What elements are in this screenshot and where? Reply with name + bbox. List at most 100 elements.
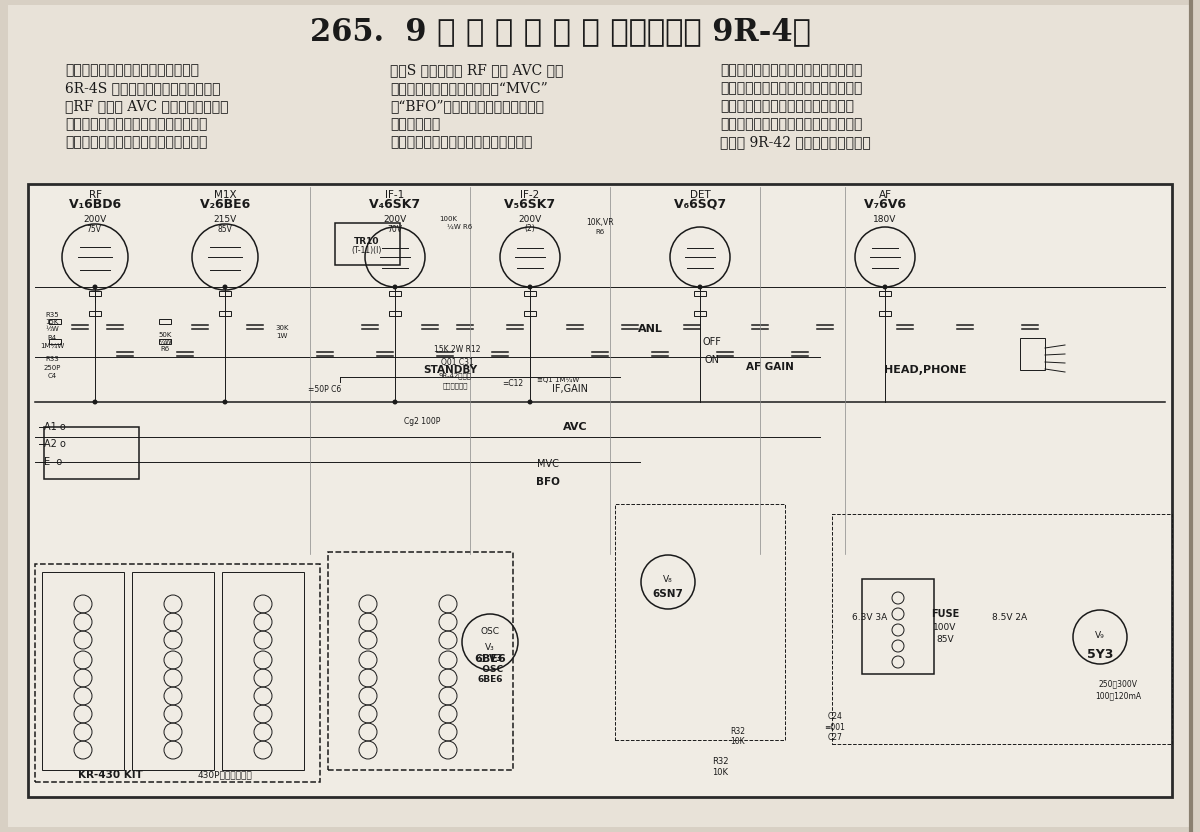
Text: アマチュア無線局用として，前記の: アマチュア無線局用として，前記の: [65, 63, 199, 77]
Text: M1X: M1X: [214, 190, 236, 200]
Text: 6BE6: 6BE6: [474, 654, 506, 664]
Text: る電流変化を読んでいるが，“MVC”: る電流変化を読んでいるが，“MVC”: [390, 81, 547, 95]
Bar: [524, 311, 536, 316]
Bar: [158, 319, 172, 324]
Text: STANDBY: STANDBY: [422, 365, 478, 375]
Text: 15K 2W R12: 15K 2W R12: [433, 344, 480, 354]
Text: V₆⁠6SQ7: V₆⁠6SQ7: [674, 197, 726, 210]
Text: KR-430 KIT: KR-430 KIT: [78, 770, 143, 780]
Text: 6R-4S より更に高級なものである．: 6R-4S より更に高級なものである．: [65, 81, 221, 95]
Text: 9R-42のとき: 9R-42のとき: [438, 373, 472, 379]
Text: AVC: AVC: [563, 422, 587, 432]
Text: C24
≡001
C27: C24 ≡001 C27: [824, 712, 846, 742]
Text: V₄⁠6SK7: V₄⁠6SK7: [370, 197, 420, 210]
Text: RF: RF: [89, 190, 102, 200]
Bar: [42, 572, 124, 770]
Text: 10K,VR: 10K,VR: [586, 217, 614, 226]
Text: と“BFO”のときは動作しないように: と“BFO”のときは動作しないように: [390, 99, 544, 113]
Bar: [132, 572, 214, 770]
Text: ド・リークは必らず直接アースし，カ: ド・リークは必らず直接アースし，カ: [720, 81, 863, 95]
Bar: [158, 339, 172, 344]
Text: 200V: 200V: [83, 215, 107, 224]
Text: V₂⁠6BE6: V₂⁠6BE6: [200, 197, 250, 210]
Text: 200V: 200V: [383, 215, 407, 224]
Circle shape: [462, 614, 518, 670]
Bar: [524, 291, 536, 296]
Text: ソードに接続しないよう注意する．: ソードに接続しないよう注意する．: [720, 99, 854, 113]
Text: RF 管への AVC のかけ方は並列き: RF 管への AVC のかけ方は並列き: [65, 99, 228, 113]
Text: R33: R33: [46, 356, 59, 362]
Text: 100～120mA: 100～120mA: [1094, 691, 1141, 701]
Bar: [694, 291, 706, 296]
Text: V₈: V₈: [664, 576, 673, 585]
Bar: [694, 311, 706, 316]
Text: 電式で，アース側よりき電する一般の: 電式で，アース側よりき電する一般の: [65, 117, 208, 131]
Circle shape: [365, 227, 425, 287]
Text: IF-1: IF-1: [385, 190, 404, 200]
Circle shape: [882, 285, 888, 290]
Text: BFO: BFO: [536, 477, 560, 487]
Text: A1 o: A1 o: [44, 422, 66, 432]
Text: V₉: V₉: [1096, 631, 1105, 640]
Text: (T-11)(I): (T-11)(I): [352, 246, 382, 255]
Text: =50P C6: =50P C6: [308, 385, 342, 394]
Text: OFF: OFF: [702, 337, 721, 347]
Circle shape: [697, 285, 702, 290]
Text: 85V: 85V: [936, 636, 954, 645]
Text: IF,GAIN: IF,GAIN: [552, 384, 588, 394]
Text: TR10: TR10: [354, 236, 379, 245]
Text: はアースする: はアースする: [443, 383, 468, 389]
Bar: [878, 311, 890, 316]
Bar: [335, 223, 400, 265]
Text: 用した 9R-42 も販売されている．: 用した 9R-42 も販売されている．: [720, 135, 871, 149]
Text: R4
1M¼W: R4 1M¼W: [40, 335, 64, 349]
Circle shape: [392, 399, 397, 404]
Text: ON: ON: [704, 355, 720, 365]
Text: 50K
¼W
R6: 50K ¼W R6: [158, 332, 172, 352]
Text: 5Y3: 5Y3: [1087, 647, 1114, 661]
Bar: [89, 311, 101, 316]
Bar: [328, 552, 514, 770]
Text: る．S メーターは RF 管の AVC によ: る．S メーターは RF 管の AVC によ: [390, 63, 563, 77]
Text: する必要がある．また発振管のグリッ: する必要がある．また発振管のグリッ: [720, 63, 863, 77]
Text: 180V: 180V: [874, 215, 896, 224]
Text: 配線は各段ごとに１点アースを励行: 配線は各段ごとに１点アースを励行: [390, 135, 533, 149]
Text: AF GAIN: AF GAIN: [746, 362, 794, 372]
Bar: [28, 184, 1172, 797]
Text: MVC: MVC: [538, 459, 559, 469]
Text: R6: R6: [595, 229, 605, 235]
Circle shape: [222, 285, 228, 290]
Text: (2): (2): [524, 225, 535, 234]
Bar: [1020, 338, 1045, 370]
Text: ≡Q1 1M¼W: ≡Q1 1M¼W: [536, 377, 580, 383]
Text: 200V: 200V: [518, 215, 541, 224]
Text: R32
10K: R32 10K: [712, 757, 728, 777]
Text: V₅⁠6SK7: V₅⁠6SK7: [504, 197, 556, 210]
Text: 6.3V 3A: 6.3V 3A: [852, 612, 888, 622]
Text: 70V: 70V: [388, 225, 402, 234]
Bar: [222, 572, 304, 770]
Text: 215V: 215V: [214, 215, 236, 224]
Circle shape: [528, 399, 533, 404]
Text: V₃: V₃: [485, 642, 494, 651]
Text: FUSE: FUSE: [931, 609, 959, 619]
Circle shape: [641, 555, 695, 609]
Bar: [44, 427, 139, 479]
Circle shape: [528, 285, 533, 290]
Text: 250P
C4: 250P C4: [43, 365, 61, 379]
Text: 30K
1W: 30K 1W: [275, 325, 289, 339]
Text: OSC: OSC: [480, 627, 499, 636]
Text: =C12: =C12: [503, 379, 523, 389]
Text: DET: DET: [690, 190, 710, 200]
Text: IF-2: IF-2: [521, 190, 540, 200]
Bar: [862, 579, 934, 674]
Text: 430Pスプレッド付: 430Pスプレッド付: [198, 770, 252, 780]
Circle shape: [192, 224, 258, 290]
Text: 100V: 100V: [934, 622, 956, 631]
Text: A2 o: A2 o: [44, 439, 66, 449]
Circle shape: [500, 227, 560, 287]
Text: 75V: 75V: [86, 225, 102, 234]
Bar: [878, 291, 890, 296]
Bar: [389, 291, 401, 296]
Text: 6SN7: 6SN7: [653, 589, 684, 599]
